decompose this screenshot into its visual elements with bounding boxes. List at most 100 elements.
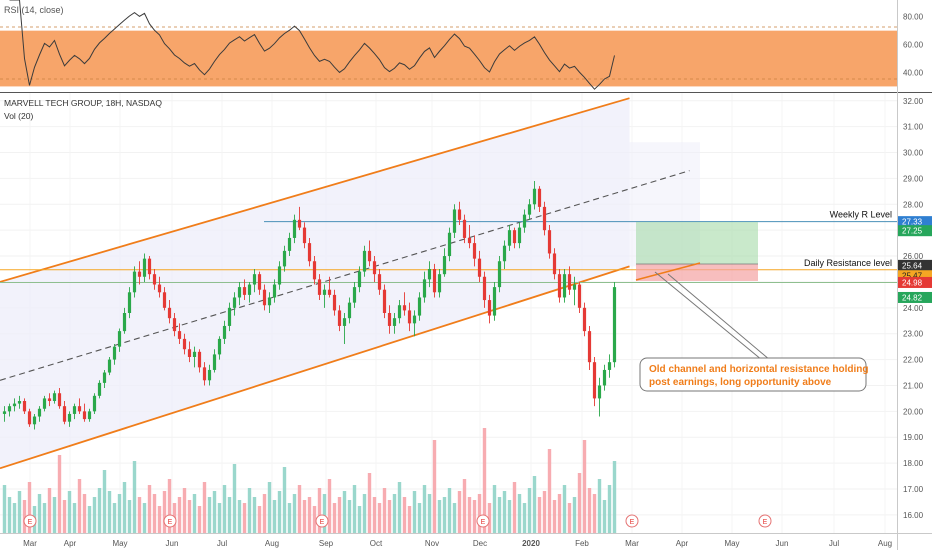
candle-body: [12, 403, 17, 407]
price-badge-label: 24.82: [902, 293, 923, 302]
annotation-line-2: post earnings, long opportunity above: [649, 377, 832, 388]
volume-bar: [67, 491, 72, 533]
volume-bar: [537, 497, 542, 533]
price-badge: [898, 216, 932, 228]
candle-body: [417, 297, 422, 316]
candle-body: [277, 266, 282, 285]
volume-bar: [282, 467, 287, 533]
candle-body: [287, 237, 292, 251]
volume-bar: [182, 488, 187, 533]
candle-body: [257, 274, 262, 290]
volume-bar: [417, 503, 422, 533]
candle-body: [532, 188, 537, 205]
earnings-marker[interactable]: [758, 514, 772, 528]
earnings-marker[interactable]: [625, 514, 639, 528]
candle-body: [582, 307, 587, 332]
volume-bar: [102, 470, 107, 533]
volume-bar: [227, 497, 232, 533]
candle-body: [522, 214, 527, 228]
volume-bar: [542, 491, 547, 533]
earnings-marker[interactable]: [315, 514, 329, 528]
candle-body: [72, 406, 77, 414]
volume-bar: [237, 500, 242, 533]
volume-bar: [332, 503, 337, 533]
channel-upper-line: [0, 97, 630, 283]
volume-bar: [577, 473, 582, 533]
price-tick-label: 23.00: [903, 330, 924, 339]
volume-bar: [377, 503, 382, 533]
candle-body: [192, 351, 197, 357]
volume-bar: [7, 497, 12, 533]
volume-bar: [462, 479, 467, 533]
volume-bar: [272, 500, 277, 533]
candle-body: [117, 331, 122, 347]
volume-bar: [232, 464, 237, 533]
price-badge: [898, 270, 932, 282]
volume-bar: [482, 428, 487, 533]
price-badge-label: 25.64: [902, 261, 923, 270]
candle-body: [572, 284, 577, 290]
volume-bar: [422, 485, 427, 533]
volume-bar: [507, 500, 512, 533]
candle-body: [292, 219, 297, 238]
volume-bar: [472, 500, 477, 533]
volume-bar: [442, 497, 447, 533]
volume-bar: [57, 455, 62, 533]
candle-body: [402, 305, 407, 311]
candle-body: [147, 258, 152, 275]
time-tick-label: Apr: [64, 539, 77, 548]
earnings-marker[interactable]: [163, 514, 177, 528]
volume-bar: [567, 503, 572, 533]
earnings-marker[interactable]: [476, 514, 490, 528]
candle-body: [447, 232, 452, 257]
candle-body: [497, 261, 502, 288]
candle-body: [442, 256, 447, 275]
candle-body: [512, 230, 517, 244]
candle-body: [432, 269, 437, 293]
candle-body: [152, 274, 157, 285]
candle-body: [177, 331, 182, 339]
volume-bar: [117, 494, 122, 533]
volume-bar: [37, 494, 42, 533]
candle-body: [47, 398, 52, 401]
candle-body: [407, 310, 412, 324]
long-position-stop-zone[interactable]: [636, 264, 758, 281]
time-tick-label: Nov: [425, 539, 439, 548]
volume-bar: [252, 497, 257, 533]
volume-bar: [552, 500, 557, 533]
volume-bar: [207, 497, 212, 533]
candle-body: [317, 279, 322, 295]
volume-bar: [262, 494, 267, 533]
volume-bar: [382, 488, 387, 533]
volume-bar: [397, 482, 402, 533]
candle-body: [297, 219, 302, 228]
candle-body: [127, 292, 132, 313]
price-tick-label: 30.00: [903, 149, 924, 158]
price-axis: 32.0031.0030.0029.0028.0027.0026.0025.00…: [903, 97, 924, 520]
long-position-profit-zone[interactable]: [636, 222, 758, 264]
time-tick-label: May: [112, 539, 127, 548]
candle-body: [492, 287, 497, 316]
volume-bar: [307, 497, 312, 533]
volume-bar: [392, 494, 397, 533]
candle-body: [157, 284, 162, 293]
volume-bar: [352, 485, 357, 533]
candle-body: [397, 305, 402, 319]
volume-bar: [42, 503, 47, 533]
candle-body: [517, 227, 522, 244]
volume-bar: [12, 503, 17, 533]
volume-bar: [492, 485, 497, 533]
candle-body: [507, 230, 512, 246]
main-title: MARVELL TECH GROUP, 18H, NASDAQ: [4, 98, 162, 108]
volume-bar: [607, 485, 612, 533]
price-badge: [898, 291, 932, 303]
volume-bar: [142, 503, 147, 533]
annotation-box[interactable]: [639, 357, 867, 392]
volume-label: Vol (20): [4, 111, 33, 121]
candle-body: [132, 271, 137, 293]
volume-bar: [362, 494, 367, 533]
volume-bar: [152, 494, 157, 533]
candle-body: [612, 287, 617, 363]
candle-body: [262, 289, 267, 306]
earnings-marker[interactable]: [23, 514, 37, 528]
